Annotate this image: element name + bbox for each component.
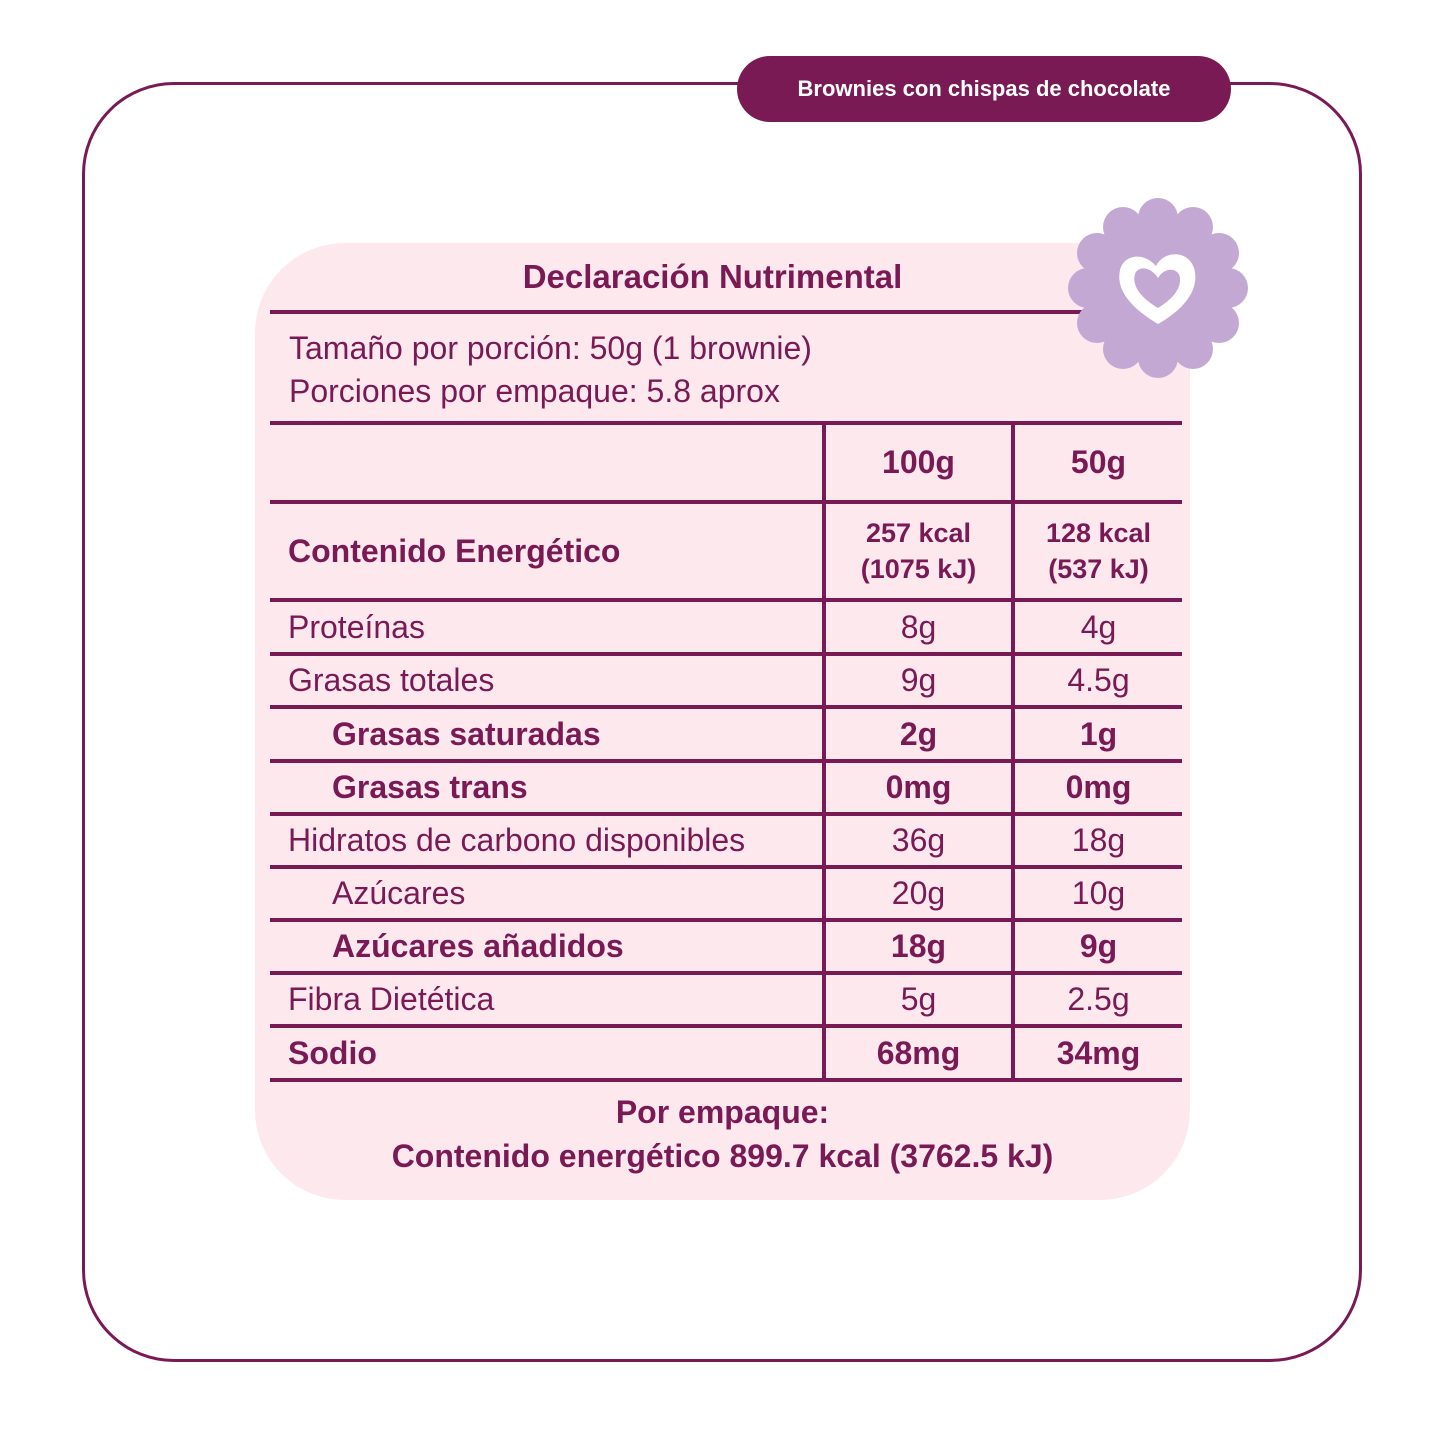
- row: Grasas totales 9g 4.5g: [270, 652, 1182, 709]
- product-tab: Brownies con chispas de chocolate: [737, 56, 1231, 122]
- row: Proteínas 8g 4g: [270, 598, 1182, 656]
- value: 257 kcal: [865, 518, 972, 548]
- servings-per-pack: Porciones por empaque: 5.8 aprox: [289, 373, 780, 409]
- value: (1075 kJ): [860, 554, 977, 584]
- value: 128 kcal: [1045, 518, 1152, 548]
- row-label: Grasas trans: [270, 759, 824, 816]
- row: Contenido Energético 257 kcal (1075 kJ) 1…: [270, 500, 1182, 602]
- row-label: Sodio: [270, 1024, 824, 1082]
- row: Grasas trans 0mg 0mg: [270, 759, 1182, 816]
- badge: [1068, 198, 1248, 378]
- value-cell: 8g: [822, 598, 1013, 656]
- value-cell: 18g: [822, 918, 1013, 975]
- nutrition-table: 100g 50g Contenido Energético 257 kcal (1…: [270, 421, 1182, 1082]
- value-cell: 36g: [822, 812, 1013, 869]
- value-cell: 10g: [1011, 865, 1182, 922]
- row-label: Grasas totales: [270, 652, 824, 709]
- value-cell: 257 kcal (1075 kJ): [822, 500, 1013, 602]
- title-rule: [270, 310, 1100, 314]
- value-cell: 5g: [822, 971, 1013, 1028]
- row: Sodio 68mg 34mg: [270, 1024, 1182, 1082]
- footer-line: Contenido energético 899.7 kcal (3762.5 …: [391, 1138, 1054, 1174]
- value-cell: 2g: [822, 705, 1013, 763]
- row-label: Proteínas: [270, 598, 824, 656]
- value-cell: 128 kcal (537 kJ): [1011, 500, 1182, 602]
- row-label: Grasas saturadas: [270, 705, 824, 763]
- col-header: 50g: [1011, 421, 1182, 504]
- row: Fibra Dietética 5g 2.5g: [270, 971, 1182, 1028]
- value-cell: 4g: [1011, 598, 1182, 656]
- value-cell: 9g: [1011, 918, 1182, 975]
- value-cell: 34mg: [1011, 1024, 1182, 1082]
- heart-inner: [1134, 268, 1181, 308]
- value-cell: 9g: [822, 652, 1013, 709]
- value-cell: 2.5g: [1011, 971, 1182, 1028]
- value-cell: 0mg: [1011, 759, 1182, 816]
- row: Azúcares 20g 10g: [270, 865, 1182, 922]
- row-label: Contenido Energético: [270, 500, 824, 602]
- row-label: Hidratos de carbono disponibles: [270, 812, 824, 869]
- row-label: Fibra Dietética: [270, 971, 824, 1028]
- value-cell: 1g: [1011, 705, 1182, 763]
- label-title: Declaración Nutrimental: [522, 258, 903, 295]
- frame: [82, 82, 1362, 1362]
- value-cell: 0mg: [822, 759, 1013, 816]
- value-cell: 20g: [822, 865, 1013, 922]
- row: Hidratos de carbono disponibles 36g 18g: [270, 812, 1182, 869]
- row: Grasas saturadas 2g 1g: [270, 705, 1182, 763]
- row-label: Azúcares añadidos: [270, 918, 824, 975]
- value-cell: 18g: [1011, 812, 1182, 869]
- value: (537 kJ): [1048, 554, 1149, 584]
- value-cell: 4.5g: [1011, 652, 1182, 709]
- serving-size: Tamaño por porción: 50g (1 brownie): [289, 330, 812, 366]
- row: Azúcares añadidos 18g 9g: [270, 918, 1182, 975]
- empty-cell: [270, 421, 824, 504]
- col-header: 100g: [822, 421, 1013, 504]
- row-label: Azúcares: [270, 865, 824, 922]
- header-row: 100g 50g: [270, 421, 1182, 504]
- value-cell: 68mg: [822, 1024, 1013, 1082]
- footer-line: Por empaque:: [615, 1094, 830, 1130]
